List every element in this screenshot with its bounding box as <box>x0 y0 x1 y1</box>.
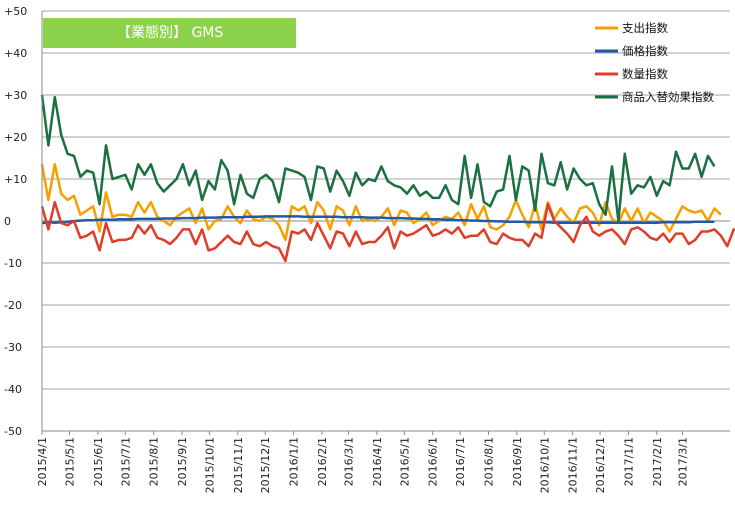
title-background <box>43 18 296 48</box>
x-tick-label: 2017/2/1 <box>651 437 664 486</box>
x-tick-label: 2016/9/1 <box>511 437 524 486</box>
legend-label: 支出指数 <box>622 21 668 35</box>
y-tick-label: +10 <box>4 173 27 186</box>
chart-title: 【業態別】 GMS <box>117 25 223 41</box>
x-tick-label: 2015/11/1 <box>232 437 245 493</box>
y-tick-label: +20 <box>4 131 27 144</box>
x-tick-label: 2016/1/1 <box>288 437 301 486</box>
y-tick-label: 0 <box>4 215 11 228</box>
y-tick-label: -40 <box>4 383 22 396</box>
x-tick-label: 2017/1/1 <box>622 437 635 486</box>
x-tick-label: 2017/3/1 <box>676 437 689 486</box>
x-tick-label: 2016/12/1 <box>594 437 607 493</box>
series-line <box>41 215 715 225</box>
x-tick-label: 2016/4/1 <box>371 437 384 486</box>
legend-label: 数量指数 <box>622 67 668 81</box>
series-line <box>40 94 716 223</box>
x-tick-label: 2015/5/1 <box>63 437 76 486</box>
x-tick-label: 2016/6/1 <box>427 437 440 486</box>
legend-label: 価格指数 <box>622 44 668 58</box>
y-tick-label: -20 <box>4 299 22 312</box>
y-axis-ticks: +50 +40 +30 +20 +10 0 -10 -20 -30 -40 -50 <box>4 5 27 438</box>
x-tick-label: 2015/9/1 <box>176 437 189 486</box>
x-tick-label: 2015/4/1 <box>36 437 49 486</box>
legend-label: 商品入替効果指数 <box>622 90 714 104</box>
x-tick-label: 2016/3/1 <box>342 437 355 486</box>
x-tick-label: 2016/8/1 <box>482 437 495 486</box>
x-tick-label: 2015/7/1 <box>119 437 132 486</box>
x-tick-label: 2016/11/1 <box>567 437 580 493</box>
y-tick-label: +50 <box>4 5 27 18</box>
x-tick-label: 2016/10/1 <box>538 437 551 493</box>
series-line <box>40 200 735 263</box>
x-tick-label: 2015/10/1 <box>203 437 216 493</box>
x-tick-label: 2015/12/1 <box>259 437 272 493</box>
x-tick-label: 2015/6/1 <box>92 437 105 486</box>
y-tick-label: +40 <box>4 47 27 60</box>
x-axis: 2015/4/1 2015/5/1 2015/6/1 2015/7/1 2015/8/1… <box>36 11 730 493</box>
y-tick-label: -10 <box>4 257 22 270</box>
x-tick-label: 2016/7/1 <box>454 437 467 486</box>
y-tick-label: -50 <box>4 425 22 438</box>
x-tick-label: 2016/2/1 <box>316 437 329 486</box>
y-tick-label: -30 <box>4 341 22 354</box>
x-tick-label: 2015/8/1 <box>148 437 161 486</box>
series-lines <box>40 94 735 263</box>
y-tick-label: +30 <box>4 89 27 102</box>
chart-title-box: 【業態別】 GMS <box>43 18 296 48</box>
x-tick-label: 2016/5/1 <box>398 437 411 486</box>
